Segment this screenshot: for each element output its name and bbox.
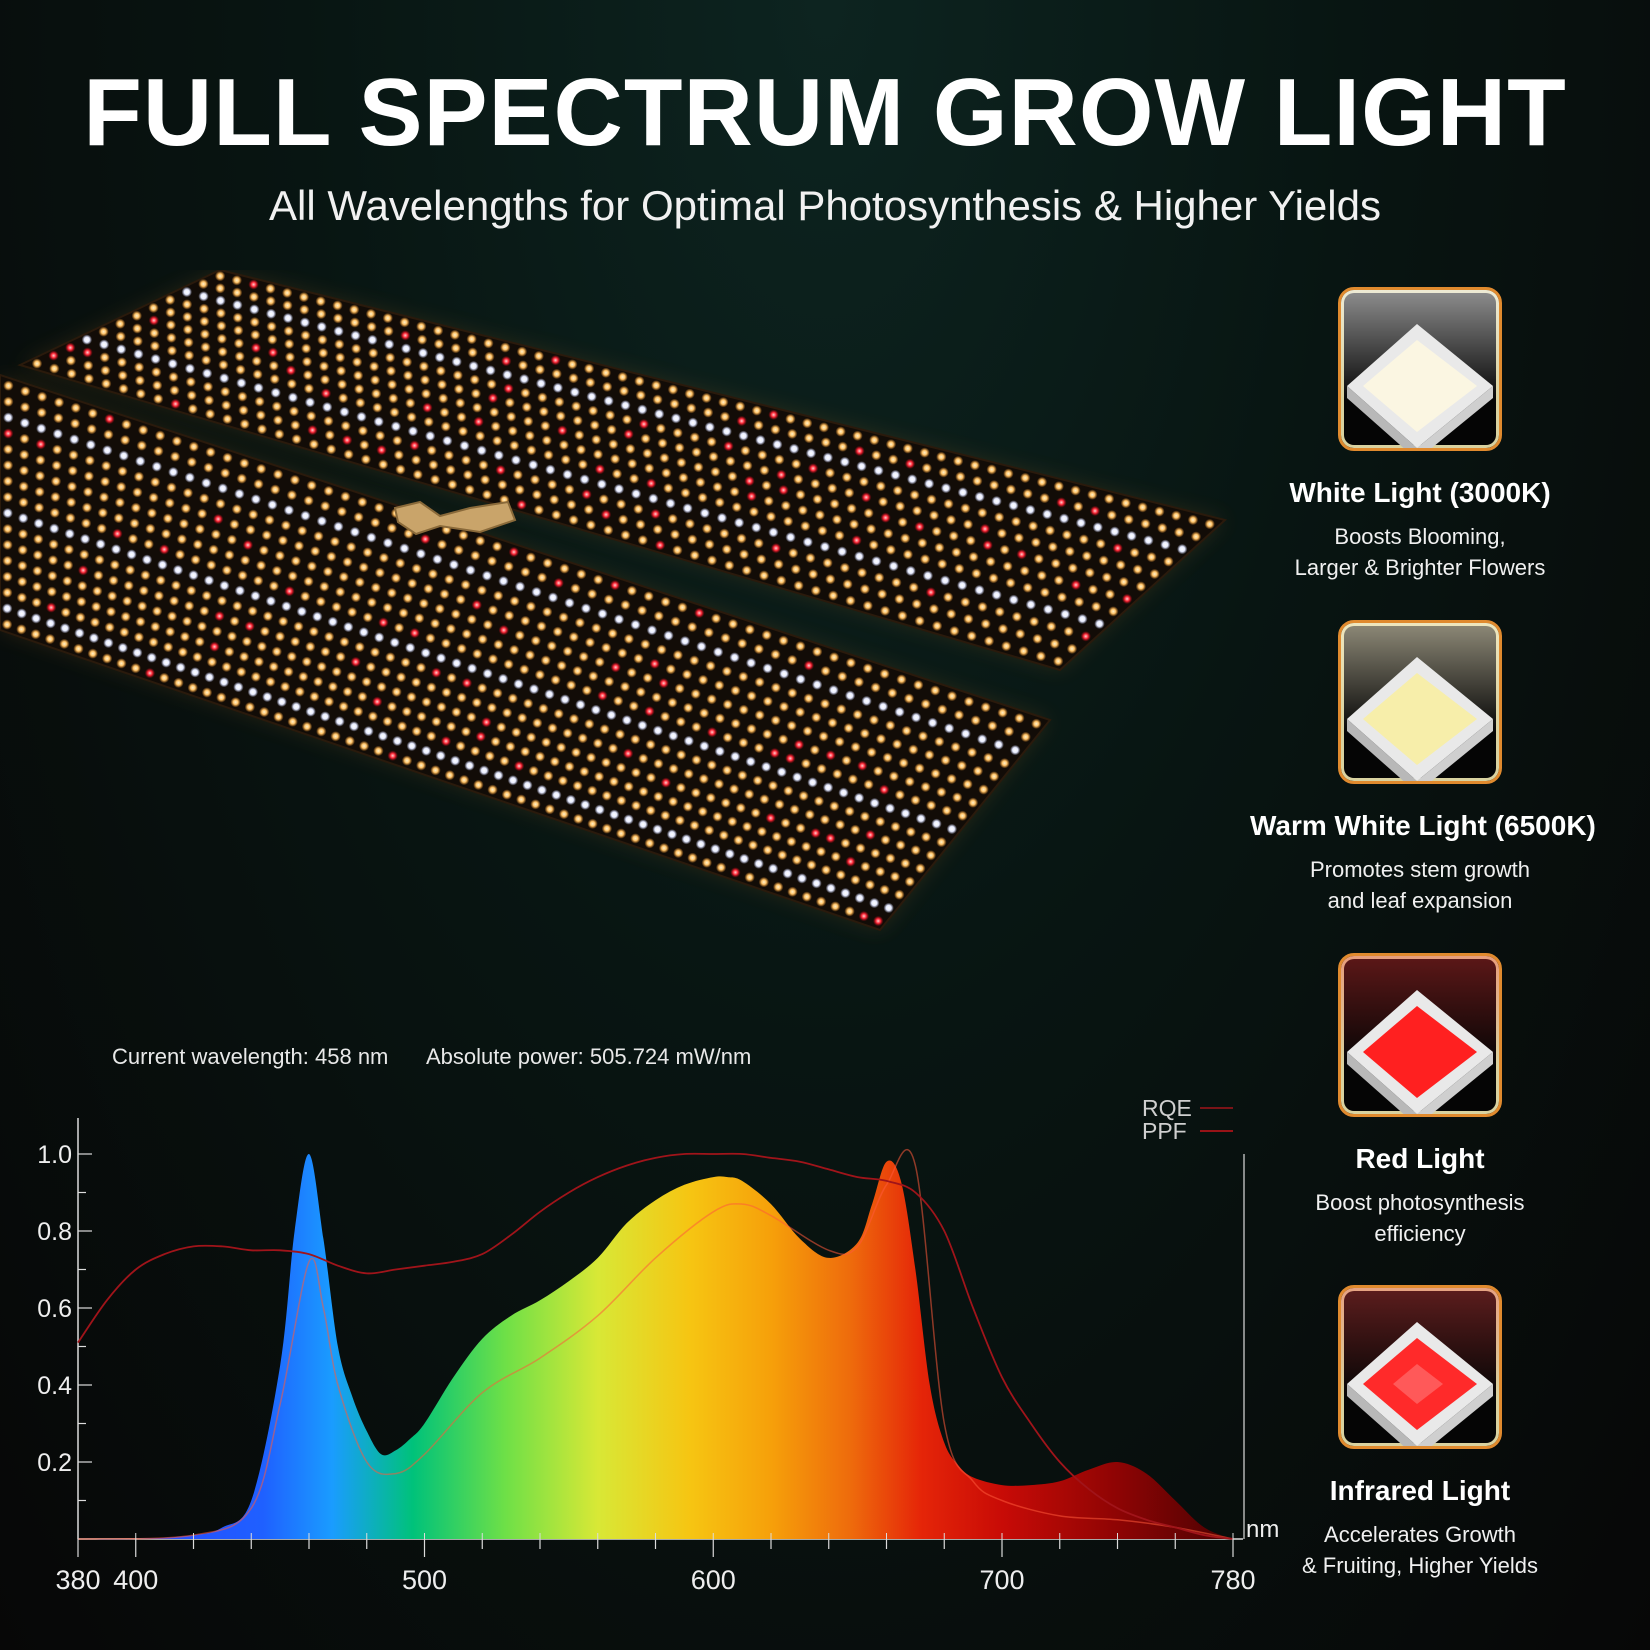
led-card: Infrared Light Accelerates Growth & Fruit… (1250, 1285, 1590, 1581)
y-tick-label: 0.4 (37, 1372, 72, 1400)
x-tick-label: 380 (55, 1565, 100, 1595)
x-tick-label: 700 (979, 1565, 1024, 1595)
x-tick-label: 600 (691, 1565, 736, 1595)
led-chip-icon (1338, 620, 1502, 784)
led-chip-icon (1338, 1285, 1502, 1449)
x-tick-label: 780 (1210, 1565, 1255, 1595)
chart-ticks: 0.2 0.4 0.6 0.8 1.0 380 400 500 600 700 780 nm (37, 1141, 1279, 1595)
page-title: FULL SPECTRUM GROW LIGHT (83, 59, 1567, 166)
x-axis-unit-label: nm (1246, 1516, 1279, 1543)
led-card-title: Red Light (1355, 1143, 1485, 1174)
series-line-ppf (77, 1148, 1234, 1540)
legend-label: PPF (1142, 1118, 1187, 1144)
led-card: White Light (3000K) Boosts Blooming, Larg… (1250, 287, 1590, 583)
led-chip-icon (1338, 953, 1502, 1117)
led-card-title: Infrared Light (1329, 1475, 1511, 1506)
panel-connector-bracket (393, 500, 517, 536)
led-card: Red Light Boost photosynthesis efficiency (1250, 953, 1590, 1249)
panel-board-bottom (0, 373, 1052, 932)
led-chip-icon (1338, 287, 1502, 451)
spectrum-area (78, 1153, 1233, 1540)
led-panels-image (0, 270, 1228, 932)
x-tick-label: 500 (402, 1565, 447, 1595)
y-tick-label: 0.6 (37, 1295, 72, 1323)
current-wavelength-readout: Current wavelength: 458 nm (112, 1044, 389, 1069)
panel-board-top (17, 270, 1228, 672)
page-subtitle: All Wavelengths for Optimal Photosynthes… (269, 182, 1381, 229)
y-tick-label: 0.2 (37, 1449, 72, 1477)
spectrum-chart: 0.2 0.4 0.6 0.8 1.0 380 400 500 600 700 780 nm RQEP… (37, 1095, 1279, 1595)
led-card: Warm White Light (6500K) Promotes stem gr… (1250, 620, 1596, 916)
y-tick-label: 0.8 (37, 1218, 72, 1246)
led-card-title: Warm White Light (6500K) (1250, 810, 1596, 841)
led-card-description: Boosts Blooming, Larger & Brighter Flowe… (1294, 524, 1546, 580)
led-card-title: White Light (3000K) (1289, 477, 1551, 508)
led-card-description: Boost photosynthesis efficiency (1315, 1190, 1525, 1246)
x-tick-label: 400 (113, 1565, 158, 1595)
led-card-description: Promotes stem growth and leaf expansion (1309, 857, 1531, 913)
series-line-rqe (77, 1152, 1234, 1540)
absolute-power-readout: Absolute power: 505.724 mW/nm (426, 1044, 752, 1069)
y-tick-label: 1.0 (37, 1141, 72, 1169)
led-card-description: Accelerates Growth & Fruiting, Higher Yi… (1302, 1522, 1538, 1578)
legend-label: RQE (1142, 1095, 1192, 1121)
